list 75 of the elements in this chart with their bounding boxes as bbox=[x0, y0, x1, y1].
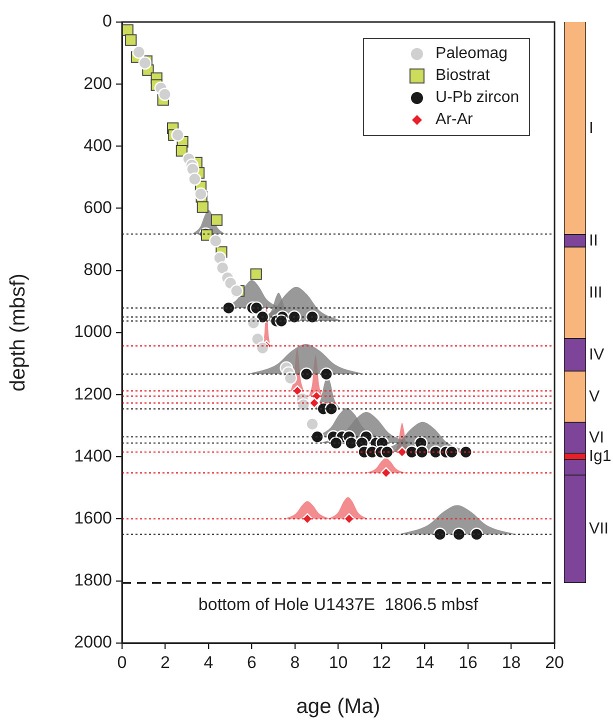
x-tick-label: 16 bbox=[458, 652, 478, 672]
point bbox=[415, 445, 429, 459]
point bbox=[306, 310, 319, 324]
point bbox=[380, 445, 394, 459]
series-label: Ig1 bbox=[589, 448, 612, 466]
point bbox=[171, 128, 184, 142]
x-tick-label: 8 bbox=[290, 652, 300, 672]
point bbox=[288, 310, 302, 324]
x-tick-label: 0 bbox=[117, 652, 127, 672]
legend-label: U-Pb zircon bbox=[436, 89, 520, 107]
point bbox=[246, 316, 260, 330]
x-tick-label: 10 bbox=[328, 652, 348, 672]
point bbox=[380, 467, 392, 478]
x-tick-label: 20 bbox=[545, 652, 564, 672]
series-label: II bbox=[589, 232, 598, 250]
point bbox=[343, 513, 355, 524]
x-tick-label: 2 bbox=[160, 652, 170, 672]
x-axis-title: age (Ma) bbox=[296, 695, 380, 718]
legend-label: Paleomag bbox=[436, 45, 508, 63]
series-label: V bbox=[589, 388, 600, 406]
point bbox=[132, 45, 146, 59]
point bbox=[310, 430, 324, 444]
point bbox=[459, 445, 473, 459]
point bbox=[324, 402, 338, 416]
point bbox=[470, 528, 484, 541]
y-axis-title: depth (mbsf) bbox=[6, 274, 30, 392]
y-tick-label: 600 bbox=[84, 198, 112, 217]
y-tick-label: 0 bbox=[102, 12, 112, 31]
y-tick-label: 1200 bbox=[74, 384, 112, 404]
point bbox=[196, 201, 208, 213]
point bbox=[210, 214, 223, 226]
point bbox=[213, 251, 226, 265]
point bbox=[256, 341, 270, 355]
point bbox=[329, 436, 343, 450]
point bbox=[320, 367, 334, 381]
point bbox=[284, 371, 298, 385]
y-tick-label: 1600 bbox=[74, 508, 112, 528]
point bbox=[296, 398, 310, 412]
point bbox=[125, 34, 137, 46]
y-tick-label: 200 bbox=[84, 74, 112, 93]
point bbox=[216, 261, 230, 275]
point bbox=[306, 417, 319, 431]
point bbox=[433, 528, 447, 541]
series-label: IV bbox=[589, 346, 604, 364]
point bbox=[445, 445, 458, 459]
x-tick-label: 18 bbox=[502, 652, 521, 672]
point bbox=[250, 268, 262, 280]
y-tick-label: 800 bbox=[84, 260, 112, 280]
x-tick-label: 6 bbox=[247, 652, 256, 672]
series-label: III bbox=[589, 284, 602, 302]
series-label: VII bbox=[589, 520, 609, 538]
point bbox=[194, 187, 208, 201]
point bbox=[452, 528, 466, 541]
point bbox=[208, 234, 222, 248]
point bbox=[308, 397, 320, 409]
point bbox=[230, 284, 244, 298]
point bbox=[274, 314, 288, 328]
point bbox=[300, 367, 314, 381]
y-tick-label: 400 bbox=[84, 136, 112, 155]
y-tick-label: 1000 bbox=[74, 322, 112, 342]
legend-label: Biostrat bbox=[436, 67, 490, 85]
ref-line-label: bottom of Hole U1437E 1806.5 mbsf bbox=[198, 595, 478, 614]
y-tick-label: 1800 bbox=[74, 570, 112, 590]
point bbox=[138, 56, 152, 70]
x-tick-label: 14 bbox=[415, 652, 434, 672]
point bbox=[158, 88, 172, 101]
series-label: I bbox=[589, 120, 594, 137]
y-tick-label: 2000 bbox=[74, 632, 112, 652]
point bbox=[188, 172, 202, 186]
y-tick-label: 1400 bbox=[74, 446, 112, 466]
series-label: VI bbox=[589, 429, 604, 446]
x-tick-label: 4 bbox=[204, 652, 214, 672]
x-tick-label: 12 bbox=[372, 652, 391, 672]
legend-label: Ar-Ar bbox=[436, 111, 473, 129]
point bbox=[222, 301, 236, 315]
